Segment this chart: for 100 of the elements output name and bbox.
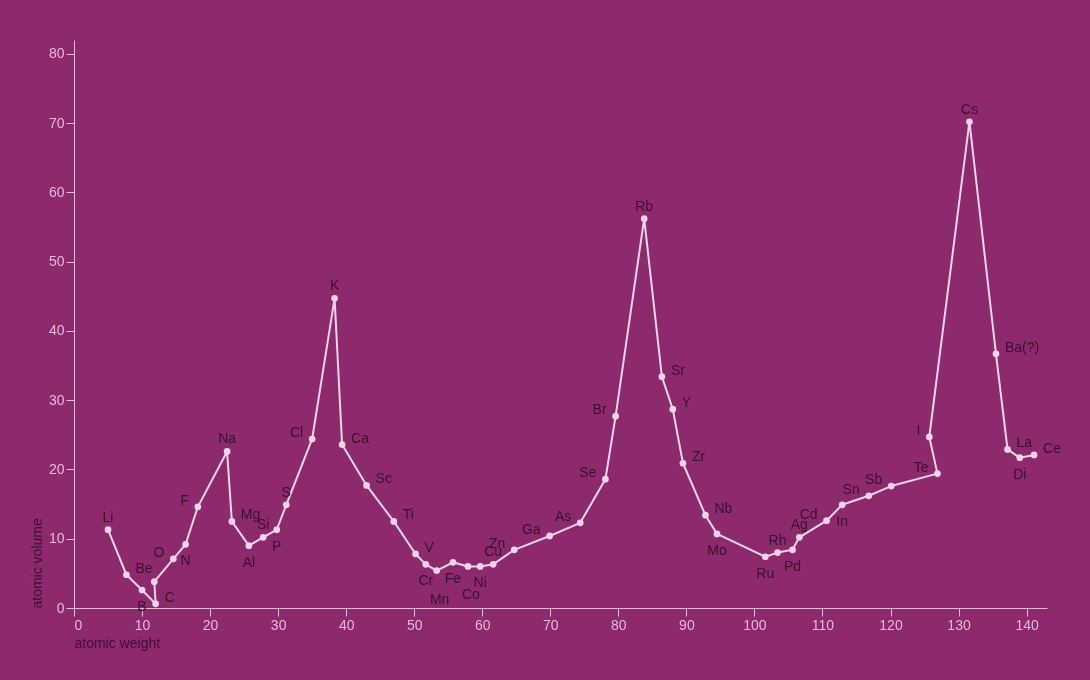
x-axis-title: atomic weight: [74, 634, 161, 651]
annotation: Ga: [521, 520, 541, 537]
point: [331, 295, 338, 302]
point: [576, 519, 584, 527]
x-tick-label: 90: [679, 616, 695, 633]
x-tick-label: 30: [270, 616, 287, 633]
annotation: N: [180, 552, 191, 569]
annotation: Se: [579, 464, 597, 481]
annotation: As: [554, 507, 572, 524]
annotation: Pd: [783, 557, 802, 574]
annotation: Cd: [799, 505, 818, 522]
point: [228, 518, 236, 525]
annotation: Br: [592, 401, 607, 418]
x-tick-label: 120: [879, 616, 903, 633]
annotation: Mo: [707, 541, 727, 558]
point: [308, 435, 316, 443]
point: [658, 373, 666, 380]
annotation: Te: [913, 458, 929, 475]
point: [282, 501, 290, 509]
point: [390, 518, 398, 525]
point: [433, 567, 441, 574]
annotation: Rh: [768, 531, 787, 548]
annotation: Ti: [402, 506, 414, 523]
annotation: O: [153, 543, 165, 560]
annotation: Be: [135, 559, 153, 576]
annotation: S: [281, 483, 291, 500]
point: [761, 553, 769, 561]
annotation: Zr: [691, 448, 706, 465]
point: [612, 412, 619, 420]
annotation: Ru: [756, 564, 775, 581]
point: [464, 563, 472, 570]
point: [422, 561, 430, 568]
annotation: Rb: [635, 197, 654, 214]
point: [669, 405, 677, 413]
point: [713, 530, 721, 538]
annotation: Al: [242, 553, 256, 570]
point: [182, 540, 189, 548]
x-tick-label: 80: [611, 616, 627, 633]
point: [640, 215, 648, 223]
y-tick-label: 80: [48, 45, 65, 62]
x-tick-label: 60: [474, 616, 491, 633]
point: [865, 492, 873, 500]
point: [823, 517, 830, 525]
point: [1004, 446, 1011, 453]
annotation: Sb: [865, 471, 883, 488]
point: [169, 555, 177, 563]
point: [887, 482, 895, 490]
point: [774, 549, 781, 556]
point: [795, 534, 803, 541]
y-tick-label: 50: [48, 253, 65, 270]
annotation: V: [424, 538, 435, 555]
y-tick-label: 30: [48, 391, 65, 408]
y-tick-label: 70: [48, 114, 65, 131]
point: [476, 563, 484, 570]
y-tick-label: 10: [48, 530, 65, 547]
y-tick-label: 20: [48, 460, 65, 477]
x-tick-label: 0: [74, 616, 83, 633]
point: [1016, 454, 1024, 462]
annotation: Ba(?): [1004, 338, 1040, 355]
point: [273, 526, 281, 534]
x-tick-label: 140: [1015, 616, 1039, 633]
annotation: Sr: [670, 361, 686, 378]
annotation: Di: [1013, 465, 1027, 482]
x-tick-label: 70: [543, 616, 559, 633]
annotation: K: [329, 277, 340, 294]
point: [1030, 451, 1038, 459]
annotation: I: [916, 421, 921, 438]
point: [259, 534, 267, 541]
point: [123, 571, 130, 579]
point: [838, 501, 846, 509]
annotation: Ce: [1043, 439, 1062, 456]
annotation: Nb: [714, 500, 733, 517]
point: [679, 459, 687, 467]
point: [194, 503, 202, 511]
point: [152, 600, 159, 608]
point: [449, 558, 457, 566]
point: [223, 448, 231, 455]
annotation: Sc: [375, 470, 392, 487]
point: [150, 578, 158, 586]
point: [363, 482, 370, 489]
y-axis-title: atomic volume: [28, 518, 45, 609]
point: [104, 526, 112, 534]
x-tick-label: 50: [406, 616, 423, 633]
point: [489, 561, 497, 568]
x-tick-label: 130: [947, 616, 971, 633]
annotation: Fe: [444, 570, 462, 587]
annotation: La: [1016, 434, 1033, 451]
point: [925, 433, 933, 441]
x-tick-label: 10: [134, 616, 151, 633]
point: [245, 542, 253, 550]
annotation: Cr: [418, 572, 434, 589]
point: [789, 546, 796, 554]
annotation: Ca: [351, 429, 370, 446]
point: [702, 511, 709, 519]
point: [338, 441, 346, 448]
annotation: Cs: [960, 100, 978, 117]
y-tick-label: 0: [56, 599, 65, 616]
annotation: Y: [681, 394, 692, 411]
x-tick-label: 110: [811, 616, 835, 633]
annotation: F: [180, 491, 189, 508]
